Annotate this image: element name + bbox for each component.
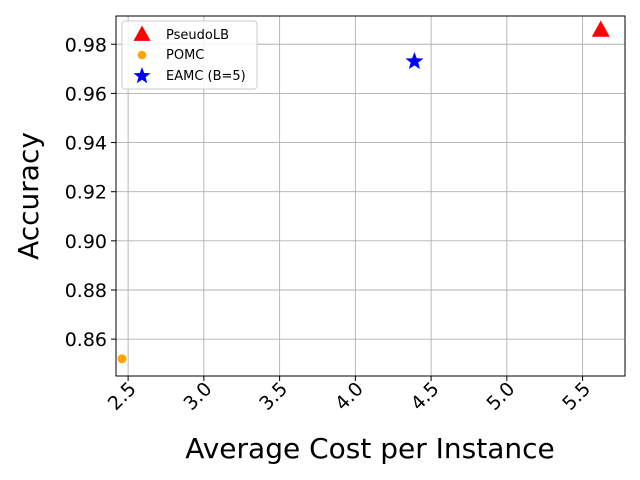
y-tick-label: 0.90	[65, 231, 107, 253]
legend-marker-eamc	[133, 66, 151, 84]
y-tick-label: 0.98	[65, 34, 107, 56]
data-point-series-1	[117, 354, 127, 364]
x-axis-title: Average Cost per Instance	[185, 432, 555, 465]
data-point-series-0	[591, 20, 610, 37]
legend-box	[121, 20, 258, 90]
x-tick-label: 2.5	[104, 378, 141, 415]
y-tick-label: 0.92	[65, 182, 107, 204]
y-tick-label: 0.88	[65, 280, 107, 302]
grid-lines	[116, 16, 625, 376]
x-tick-label: 4.0	[331, 378, 368, 415]
x-tick-label: 5.0	[482, 378, 519, 415]
x-tick-label: 3.5	[255, 378, 292, 415]
legend-marker-icon	[137, 50, 147, 60]
legend-marker-icon	[133, 66, 151, 84]
legend-label-pomc: POMC	[166, 48, 204, 63]
legend-label-eamc: EAMC (B=5)	[166, 69, 246, 84]
data-points	[117, 20, 610, 364]
legend-marker-pseudolb	[133, 25, 151, 41]
x-tick-label: 5.5	[558, 378, 595, 415]
y-tick-label: 0.96	[65, 83, 107, 105]
y-axis-ticks: 0.86 0.88 0.90 0.92 0.94 0.96 0.98	[65, 34, 116, 351]
legend-label-pseudolb: PseudoLB	[166, 28, 229, 43]
y-axis-title: Accuracy	[12, 132, 45, 260]
data-point-series-2	[405, 51, 424, 70]
x-tick-label: 3.0	[179, 378, 216, 415]
legend: PseudoLB POMC EAMC (B=5)	[121, 20, 258, 90]
plot-frame	[115, 15, 626, 377]
x-tick-label: 4.5	[407, 378, 444, 415]
y-tick-label: 0.94	[65, 133, 107, 155]
x-axis-ticks: 2.5 3.0 3.5 4.0 4.5 5.0 5.5	[104, 376, 595, 415]
y-tick-label: 0.86	[65, 329, 107, 351]
legend-marker-icon	[133, 25, 151, 41]
legend-marker-pomc	[137, 50, 147, 60]
